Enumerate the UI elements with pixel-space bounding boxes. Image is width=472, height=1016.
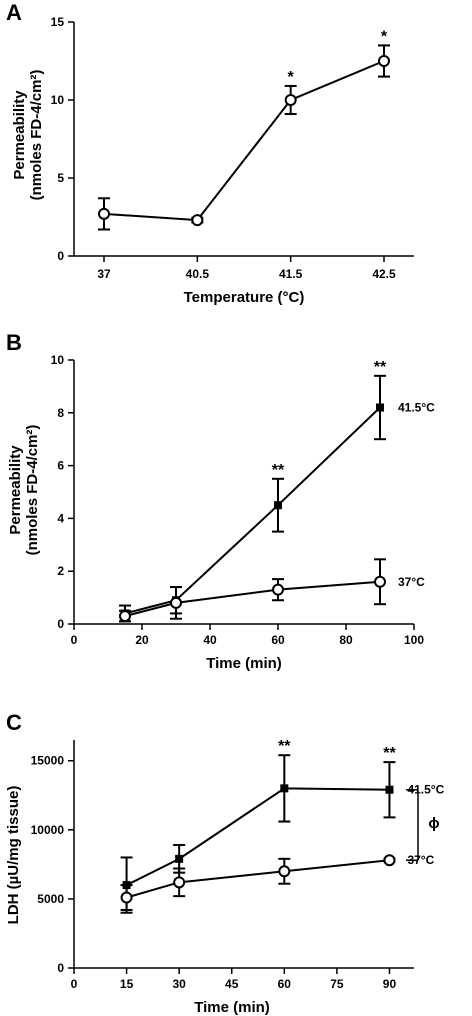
- panel-c-series-control-line: [126, 859, 390, 899]
- panel-c-series-control-label: 37°C: [407, 853, 434, 867]
- panel-c-x-tick-label: 75: [330, 977, 344, 991]
- panel-b-x-tick-label: 20: [135, 633, 149, 647]
- panel-a-series-control-point: [284, 94, 297, 106]
- panel-letter-c: C: [6, 710, 22, 735]
- panel-c-y-tick-label: 10000: [31, 823, 65, 837]
- panel-c-y-tick-label: 5000: [37, 892, 64, 906]
- panel-c-series-control-point: [120, 891, 133, 904]
- panel-a-x-axis-label: Temperature (°C): [184, 289, 305, 306]
- panel-a-x-tick-label: 37: [97, 267, 111, 281]
- panel-c-series-hyperthermia-point: [280, 784, 289, 793]
- panel-c: C Time (min) LDH (µU/mg tissue) ϕ 0 5000 1…: [5, 710, 445, 1016]
- panel-c-x-tick-label: 30: [172, 977, 186, 991]
- panel-b-significance-marker: **: [272, 462, 285, 479]
- panel-b-series-control-point: [119, 610, 131, 623]
- panel-letter-a: A: [6, 0, 22, 25]
- panel-c-x-tick-label: 60: [278, 977, 292, 991]
- panel-b-series-hyperthermia-line: [124, 406, 381, 615]
- panel-b-y-axis-label-line2: (nmoles FD-4/cm²): [24, 425, 41, 556]
- panel-c-y-tick-label: 0: [57, 961, 64, 975]
- panel-c-series-control-point: [173, 876, 186, 889]
- panel-c-y-tick-label: 15000: [31, 754, 65, 768]
- panel-a-series-control-point: [191, 214, 204, 227]
- panel-a-x-tick-label: 40.5: [186, 267, 210, 281]
- panel-c-bracket-symbol: ϕ: [428, 815, 439, 832]
- panel-b-x-tick-label: 100: [404, 633, 424, 647]
- panel-a-y-tick-label: 10: [51, 93, 65, 107]
- panel-c-significance-marker: **: [383, 745, 396, 762]
- panel-a-x-tick-label: 41.5: [279, 267, 303, 281]
- panel-c-x-tick-label: 90: [383, 977, 397, 991]
- panel-b-x-tick-label: 40: [203, 633, 217, 647]
- panel-c-y-axis-label: LDH (µU/mg tissue): [5, 786, 22, 925]
- panel-a-y-tick-label: 15: [51, 15, 65, 29]
- panel-b-series-control-label: 37°C: [398, 575, 425, 589]
- panel-c-series-control-point: [383, 854, 396, 867]
- panel-c-significance-marker: **: [278, 738, 291, 755]
- panel-b-y-tick-label: 0: [57, 617, 64, 631]
- panel-b-y-tick-label: 4: [57, 511, 64, 525]
- panel-a-series-control-point: [98, 207, 110, 220]
- panel-c-x-tick-label: 0: [71, 977, 78, 991]
- panel-c-series-hyperthermia-point: [175, 854, 184, 863]
- panel-c-x-tick-label: 15: [120, 977, 134, 991]
- panel-a-y-axis-label-line1: Permeability: [11, 90, 28, 180]
- panel-b-y-tick-label: 6: [57, 459, 64, 473]
- panel-b-y-tick-label: 10: [51, 353, 65, 367]
- panel-a-significance-marker: *: [381, 28, 388, 45]
- panel-a-series-control-point: [378, 55, 390, 67]
- panel-a-x-tick-label: 42.5: [372, 267, 396, 281]
- panel-a: A Temperature (°C) Permeability (nmoles …: [6, 0, 414, 306]
- panel-b-series-control-point: [374, 575, 386, 588]
- panel-b-x-tick-label: 80: [339, 633, 353, 647]
- panel-b: B Time (min) Permeability (nmoles FD-4/c…: [6, 330, 435, 672]
- panel-b-y-tick-label: 8: [57, 406, 64, 420]
- panel-a-y-tick-label: 0: [57, 249, 64, 263]
- panel-b-series-hyperthermia-point: [376, 403, 384, 412]
- panel-c-x-tick-label: 45: [225, 977, 239, 991]
- panel-b-x-axis-label: Time (min): [206, 655, 282, 672]
- panel-b-y-axis-label-line1: Permeability: [7, 445, 24, 535]
- panel-letter-b: B: [6, 330, 22, 355]
- panel-c-series-hyperthermia-line: [126, 787, 390, 886]
- panel-c-series-hyperthermia-label: 41.5°C: [407, 783, 444, 797]
- panel-b-y-tick-label: 2: [57, 564, 64, 578]
- panel-b-x-tick-label: 60: [271, 633, 285, 647]
- panel-c-series-hyperthermia-point: [385, 785, 394, 794]
- panel-b-series-hyperthermia-label: 41.5°C: [398, 401, 435, 415]
- panel-a-series-control-line: [103, 60, 385, 222]
- panel-a-significance-marker: *: [288, 69, 295, 86]
- panel-c-x-axis-label: Time (min): [194, 999, 270, 1016]
- panel-b-significance-marker: **: [374, 359, 387, 376]
- panel-c-series-control-point: [278, 865, 291, 878]
- panel-a-y-axis-label-line2: (nmoles FD-4/cm²): [28, 70, 45, 201]
- panel-b-series-control-point: [272, 583, 284, 596]
- panel-b-series-control-point: [170, 596, 182, 609]
- panel-b-series-hyperthermia-point: [274, 501, 282, 510]
- panel-a-y-tick-label: 5: [57, 171, 64, 185]
- panel-b-series-control-line: [124, 580, 381, 618]
- panel-b-x-tick-label: 0: [71, 633, 78, 647]
